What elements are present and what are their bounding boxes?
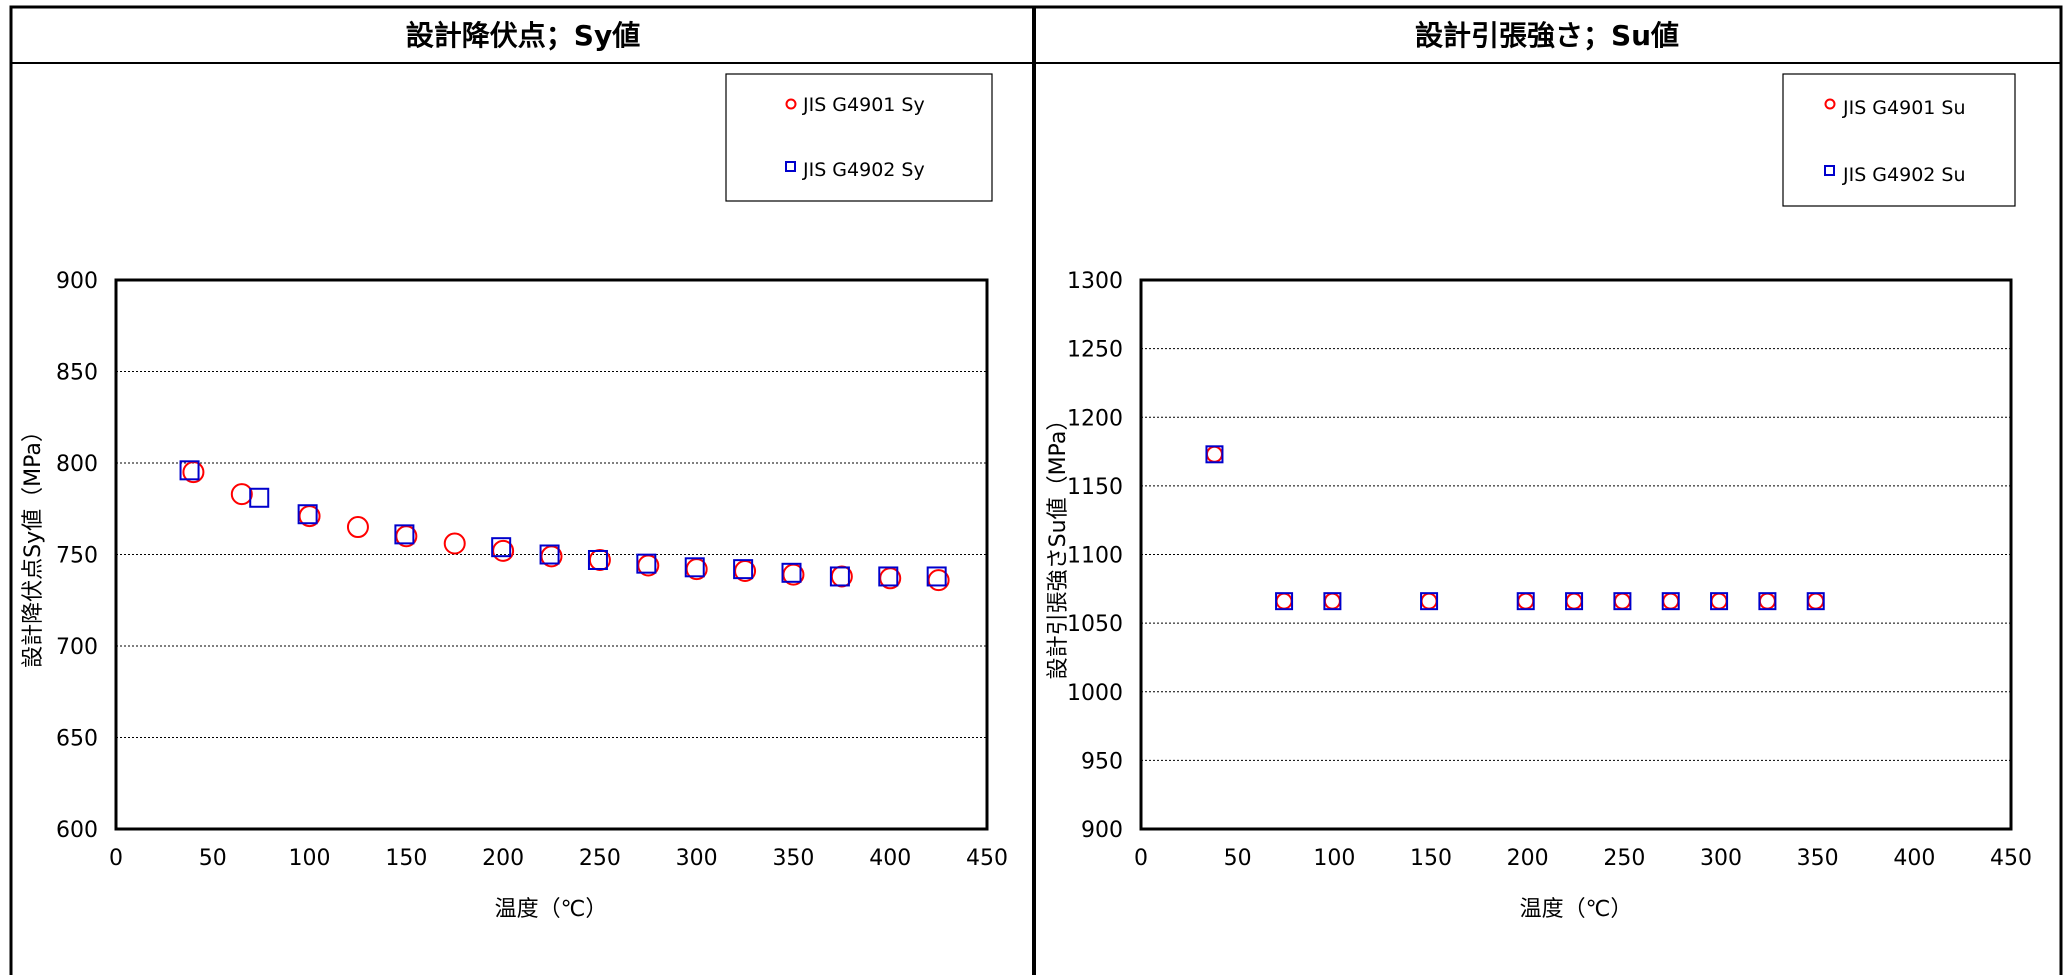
data-point-circle: [1662, 592, 1680, 610]
x-tick-label: 100: [1313, 846, 1355, 871]
data-point-square: [394, 524, 415, 545]
x-tick-label: 400: [869, 846, 911, 871]
data-point-square: [829, 566, 850, 587]
x-tick-label: 300: [676, 846, 718, 871]
data-point-square: [684, 557, 705, 578]
data-point-square: [539, 544, 560, 565]
data-point-circle: [346, 516, 369, 539]
plot-area: [114, 278, 989, 831]
data-point-square: [733, 559, 754, 580]
x-tick-label: 200: [482, 846, 524, 871]
y-tick-label: 900: [56, 269, 98, 294]
data-point-square: [1565, 592, 1584, 611]
y-tick-label: 1050: [1067, 612, 1123, 637]
x-tick-label: 50: [199, 846, 227, 871]
y-tick-label: 1100: [1067, 544, 1123, 569]
x-tick-label: 150: [1410, 846, 1452, 871]
data-point-circle: [1517, 592, 1535, 610]
plot-area: [1139, 278, 2013, 831]
x-tick-label: 100: [289, 846, 331, 871]
y-tick-label: 1000: [1067, 681, 1123, 706]
chart-title: 設計降伏点；Sy値: [406, 19, 640, 52]
su-chart-panel: 設計引張強さ；Su値 JIS G4901 Su JIS G4902 Su 900…: [1046, 19, 2032, 922]
y-tick-label: 900: [1081, 818, 1123, 843]
legend-box: [725, 73, 993, 202]
y-tick-label: 1150: [1067, 475, 1123, 500]
legend-label: JIS G4901 Su: [1842, 97, 1966, 119]
legend-label: JIS G4901 Sy: [802, 94, 925, 116]
data-point-circle: [1758, 592, 1776, 610]
data-point-square: [587, 549, 608, 570]
x-tick-label: 400: [1893, 846, 1935, 871]
legend-label: JIS G4902 Sy: [802, 159, 925, 181]
y-tick-label: 600: [56, 818, 98, 843]
x-tick-label: 300: [1700, 846, 1742, 871]
data-point-circle: [1710, 592, 1728, 610]
data-point-square: [249, 487, 270, 508]
x-tick-label: 350: [772, 846, 814, 871]
y-tick-label: 650: [56, 727, 98, 752]
y-tick-label: 700: [56, 635, 98, 660]
x-tick-label: 350: [1797, 846, 1839, 871]
data-point-circle: [1420, 592, 1438, 610]
data-point-square: [179, 460, 200, 481]
data-point-square: [878, 566, 899, 587]
legend-box: [1782, 73, 2016, 207]
legend-marker-circle: [785, 98, 797, 110]
y-tick-label: 950: [1081, 749, 1123, 774]
data-point-square: [491, 537, 512, 558]
data-point-circle: [230, 483, 253, 506]
data-point-circle: [1205, 445, 1223, 463]
data-point-square: [1323, 592, 1342, 611]
x-tick-label: 50: [1224, 846, 1252, 871]
x-tick-label: 250: [579, 846, 621, 871]
y-axis-label: 設計引張強さSu値（MPa）: [1046, 409, 1071, 680]
data-point-circle: [1323, 592, 1341, 610]
data-point-square: [1420, 592, 1439, 611]
data-point-square: [1205, 445, 1224, 464]
x-axis-label: 温度（℃）: [495, 897, 608, 922]
data-point-square: [1806, 592, 1825, 611]
y-tick-label: 800: [56, 452, 98, 477]
y-tick-label: 1250: [1067, 338, 1123, 363]
data-point-square: [297, 504, 318, 525]
data-point-square: [1661, 592, 1680, 611]
legend-label: JIS G4902 Su: [1842, 164, 1966, 186]
data-point-square: [781, 562, 802, 583]
x-tick-label: 150: [385, 846, 427, 871]
sy-chart-panel: 設計降伏点；Sy値 JIS G4901 Sy JIS G4902 Sy 600 6…: [21, 19, 1008, 922]
x-tick-label: 0: [109, 846, 123, 871]
y-axis-label: 設計降伏点Sy値（MPa）: [21, 420, 46, 668]
legend-marker-square: [785, 161, 796, 172]
x-tick-label: 450: [966, 846, 1008, 871]
data-point-circle: [1275, 592, 1293, 610]
data-point-square: [1758, 592, 1777, 611]
x-tick-label: 250: [1603, 846, 1645, 871]
x-axis-label: 温度（℃）: [1520, 897, 1633, 922]
data-point-square: [1613, 592, 1632, 611]
legend-marker-square: [1824, 165, 1835, 176]
data-point-circle: [1613, 592, 1631, 610]
data-point-square: [1516, 592, 1535, 611]
chart-title: 設計引張強さ；Su値: [1415, 19, 1679, 52]
x-tick-label: 450: [1990, 846, 2032, 871]
data-point-circle: [1807, 592, 1825, 610]
data-point-square: [1275, 592, 1294, 611]
data-point-square: [1710, 592, 1729, 611]
data-point-circle: [443, 532, 466, 555]
x-tick-label: 200: [1507, 846, 1549, 871]
y-tick-label: 1200: [1067, 406, 1123, 431]
legend-marker-circle: [1824, 98, 1836, 110]
y-tick-label: 750: [56, 544, 98, 569]
x-tick-label: 0: [1134, 846, 1148, 871]
data-point-square: [636, 553, 657, 574]
data-point-square: [926, 566, 947, 587]
y-tick-label: 850: [56, 361, 98, 386]
data-point-circle: [1565, 592, 1583, 610]
y-tick-label: 1300: [1067, 269, 1123, 294]
